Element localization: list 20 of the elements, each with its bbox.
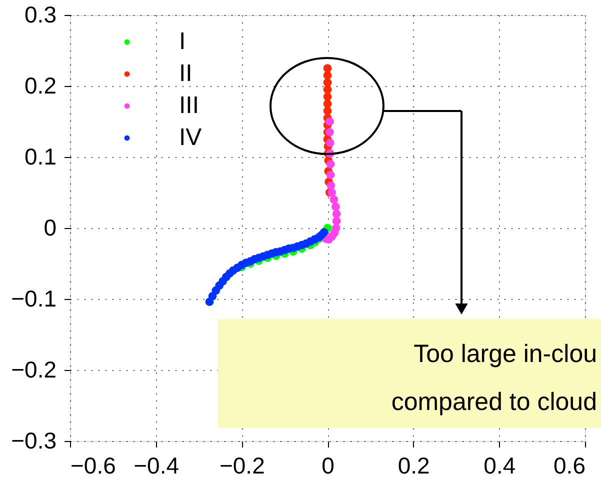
annotation: compared to cloud [391,388,597,416]
y-tick-label: 0 [44,214,56,240]
x-tick-label: 0 [322,452,334,478]
y-tick-label: −0.1 [11,286,56,312]
legend-label: I [179,28,186,55]
legend-label: II [179,60,192,87]
x-tick-label: 0.2 [398,452,430,478]
legend-label: IV [179,124,202,151]
y-tick-label: 0.1 [24,144,56,170]
y-tick-label: −0.3 [11,428,56,454]
y-tick-label: 0.3 [24,2,56,28]
x-tick-label: −0.6 [70,452,116,478]
x-tick-label: −0.4 [134,452,180,478]
annotation: Too large in-clou [414,340,597,368]
x-tick-label: 0.4 [484,452,516,478]
x-tick-label: 0.6 [554,452,586,478]
x-tick-label: −0.2 [219,452,265,478]
legend-label: III [179,92,200,119]
y-tick-label: −0.2 [11,356,56,382]
y-tick-label: 0.2 [24,72,56,98]
